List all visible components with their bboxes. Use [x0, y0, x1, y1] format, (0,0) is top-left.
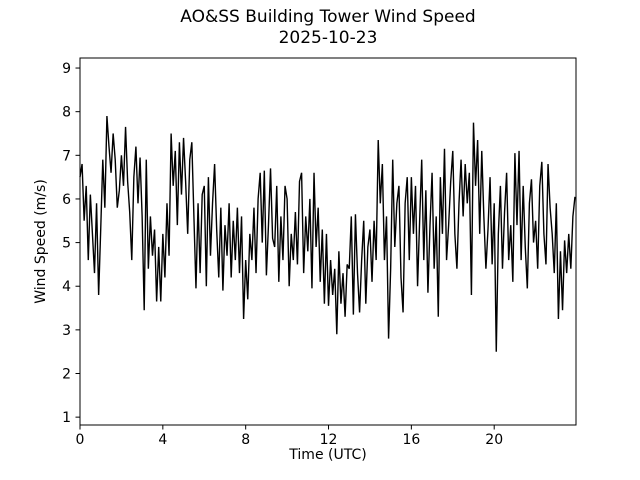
chart-title: AO&SS Building Tower Wind Speed [180, 7, 475, 27]
x-tick-label: 12 [320, 432, 338, 448]
y-tick-label: 2 [62, 367, 71, 383]
x-axis-ticks: 0 4 8 12 16 20 [76, 425, 503, 448]
y-tick-label: 7 [62, 148, 71, 164]
chart-subtitle: 2025-10-23 [279, 28, 378, 48]
x-tick-label: 4 [158, 432, 167, 448]
x-tick-label: 0 [76, 432, 85, 448]
y-tick-label: 4 [62, 279, 71, 295]
y-tick-label: 1 [62, 410, 71, 426]
y-tick-label: 5 [62, 236, 71, 252]
plot-frame [79, 57, 577, 426]
x-tick-label: 8 [241, 432, 250, 448]
x-tick-label: 16 [402, 432, 420, 448]
wind-speed-line [79, 115, 576, 352]
x-axis-label: Time (UTC) [288, 447, 366, 463]
x-tick-label: 20 [485, 432, 503, 448]
y-tick-label: 6 [62, 192, 71, 208]
y-tick-label: 9 [62, 61, 71, 77]
y-axis-ticks: 1 2 3 4 5 6 7 8 9 [62, 61, 80, 426]
y-tick-label: 3 [62, 323, 71, 339]
y-tick-label: 8 [62, 105, 71, 121]
y-axis-label: Wind Speed (m/s) [33, 179, 49, 304]
